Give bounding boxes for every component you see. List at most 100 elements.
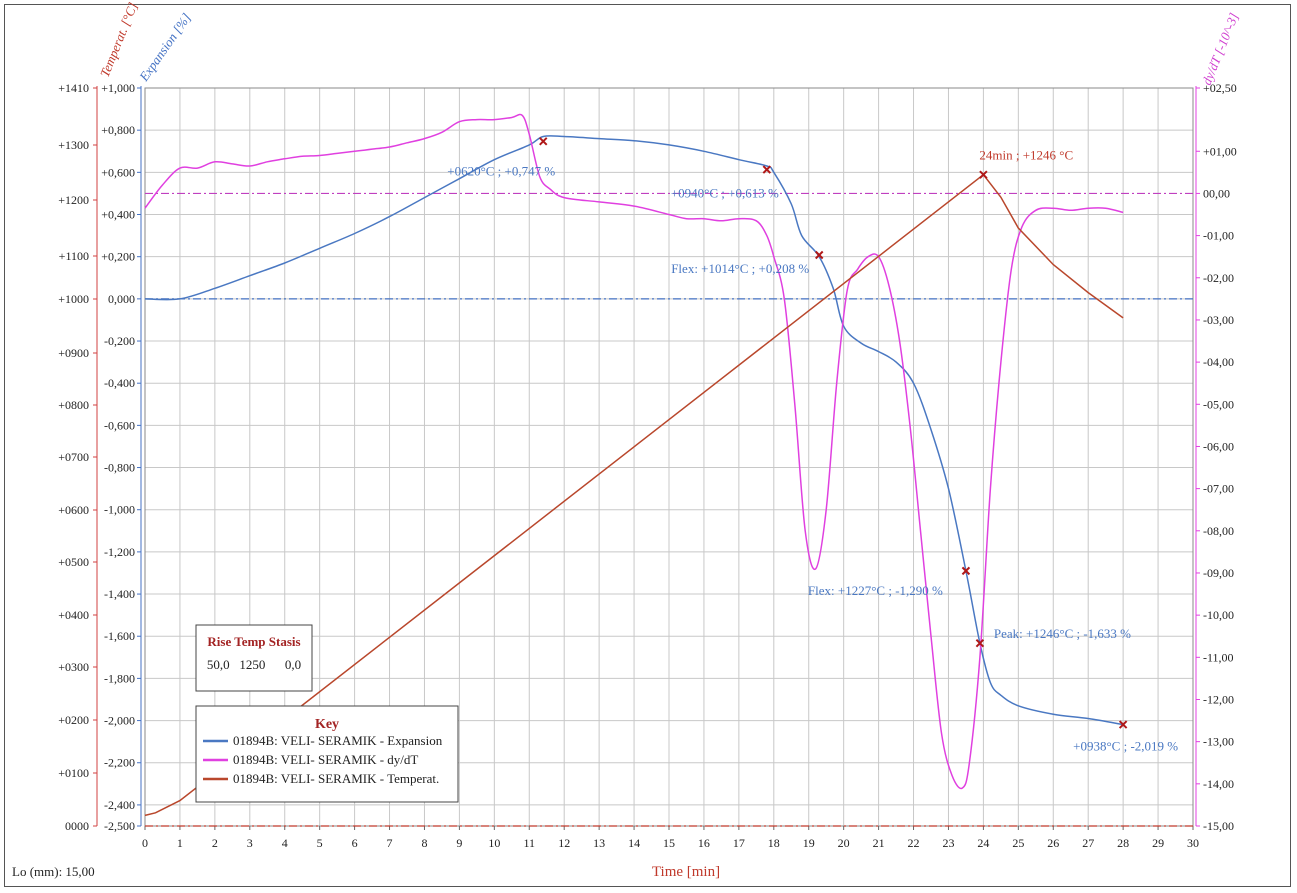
expansion-axis-label: Expansion [%] <box>136 10 194 84</box>
marker-point <box>815 250 824 260</box>
marker-cross <box>815 250 824 260</box>
x-tick-label: 11 <box>523 836 535 850</box>
x-tick-label: 9 <box>456 836 462 850</box>
marker-cross <box>762 165 772 174</box>
x-tick-label: 23 <box>942 836 954 850</box>
x-tick-label: 24 <box>977 836 989 850</box>
temperature-tick-label: +1100 <box>59 249 89 263</box>
marker-point <box>1118 720 1128 729</box>
expansion-tick-label: -2,400 <box>104 798 135 812</box>
dydt-tick-label: -04,00 <box>1203 355 1234 369</box>
program-box-values: 50,0 1250 0,0 <box>207 657 301 672</box>
dydt-tick-label: -13,00 <box>1203 735 1234 749</box>
temperature-tick-label: +1000 <box>58 292 89 306</box>
x-tick-label: 25 <box>1012 836 1024 850</box>
reference-lines <box>145 192 1193 827</box>
expansion-tick-label: -1,400 <box>104 587 135 601</box>
dydt-tick-label: -03,00 <box>1203 313 1234 327</box>
dydt-axis-label: dy/dT [-10^-3] <box>1199 11 1242 87</box>
marker-point <box>979 170 988 179</box>
x-tick-label: 12 <box>558 836 570 850</box>
legend: Key 01894B: VELI- SERAMIK - Expansion 018… <box>195 705 459 803</box>
x-tick-label: 8 <box>421 836 427 850</box>
x-tick-label: 14 <box>628 836 640 850</box>
expansion-tick-label: -2,000 <box>104 714 135 728</box>
legend-entry-label: 01894B: VELI- SERAMIK - Expansion <box>233 733 443 748</box>
dydt-tick-label: -06,00 <box>1203 439 1234 453</box>
expansion-tick-label: +0,400 <box>101 208 135 222</box>
marker-label: Flex: +1014°C ; +0,208 % <box>671 261 809 276</box>
dydt-line <box>144 113 1124 790</box>
legend-entry-label: 01894B: VELI- SERAMIK - Temperat. <box>233 771 439 786</box>
marker-cross <box>539 137 548 146</box>
x-tick-label: 26 <box>1047 836 1059 850</box>
temperature-tick-label: +0800 <box>58 398 89 412</box>
dydt-tick-label: +01,00 <box>1203 144 1237 158</box>
x-tick-label: 13 <box>593 836 605 850</box>
temperature-axis-label: Temperat. [°C] <box>97 0 141 79</box>
dydt-tick-label: -09,00 <box>1203 566 1234 580</box>
x-tick-label: 3 <box>247 836 253 850</box>
x-tick-label: 10 <box>488 836 500 850</box>
x-tick-label: 15 <box>663 836 675 850</box>
dydt-tick-label: -11,00 <box>1203 650 1234 664</box>
temperature-tick-label: +0300 <box>58 660 89 674</box>
x-tick-label: 1 <box>177 836 183 850</box>
temperature-tick-label: +0100 <box>58 766 89 780</box>
marker-label: +0938°C ; -2,019 % <box>1073 739 1178 754</box>
marker-point <box>539 137 548 146</box>
program-box: Rise Temp Stasis 50,0 1250 0,0 <box>195 624 313 692</box>
dydt-tick-label: +02,50 <box>1203 81 1237 95</box>
expansion-tick-label: +1,000 <box>101 81 135 95</box>
x-tick-label: 17 <box>733 836 745 850</box>
marker-cross <box>961 566 971 576</box>
temperature-tick-label: +0700 <box>58 450 89 464</box>
dydt-tick-label: -10,00 <box>1203 608 1234 622</box>
marker-label: +0620°C ; +0,747 % <box>447 163 555 178</box>
marker-point <box>961 566 971 576</box>
dydt-tick-label: -01,00 <box>1203 229 1234 243</box>
marker-label: Peak: +1246°C ; -1,633 % <box>994 626 1131 641</box>
dydt-tick-label: -15,00 <box>1203 819 1234 833</box>
expansion-tick-label: +0,600 <box>101 165 135 179</box>
marker-point <box>975 638 985 648</box>
x-tick-label: 30 <box>1187 836 1199 850</box>
dydt-tick-label: -07,00 <box>1203 482 1234 496</box>
temperature-tick-label: +1200 <box>58 193 89 207</box>
temperature-tick-label: +0900 <box>58 346 89 360</box>
expansion-tick-label: -0,800 <box>104 461 135 475</box>
x-tick-label: 28 <box>1117 836 1129 850</box>
dydt-tick-label: -02,00 <box>1203 271 1234 285</box>
footer-lo-label: Lo (mm): 15,00 <box>12 864 95 879</box>
dydt-tick-label: -05,00 <box>1203 397 1234 411</box>
expansion-tick-label: +0,800 <box>101 123 135 137</box>
temperature-tick-label: +0400 <box>58 608 89 622</box>
markers: +0620°C ; +0,747 % +0940°C ; +0,613 % Flex… <box>447 137 1178 754</box>
x-tick-label: 5 <box>317 836 323 850</box>
dydt-tick-label: -08,00 <box>1203 524 1234 538</box>
temperature-tick-label: 0000 <box>65 819 89 833</box>
x-tick-label: 19 <box>803 836 815 850</box>
expansion-tick-label: -2,500 <box>104 819 135 833</box>
x-tick-label: 7 <box>387 836 393 850</box>
marker-label: +0940°C ; +0,613 % <box>671 186 779 201</box>
temperature-tick-label: +0500 <box>58 555 89 569</box>
x-tick-label: 0 <box>142 836 148 850</box>
legend-entry-label: 01894B: VELI- SERAMIK - dy/dT <box>233 752 418 767</box>
tick-labels: +1410 +1300 +1200 +1100 +1000 +0900 +0800 +0700… <box>58 81 1237 850</box>
x-tick-label: 22 <box>908 836 920 850</box>
x-tick-label: 21 <box>873 836 885 850</box>
expansion-tick-label: -2,200 <box>104 756 135 770</box>
x-tick-label: 16 <box>698 836 710 850</box>
temperature-tick-label: +1410 <box>58 81 89 95</box>
x-tick-label: 20 <box>838 836 850 850</box>
temperature-tick-label: +1300 <box>58 138 89 152</box>
series-lines <box>144 113 1124 817</box>
expansion-line <box>144 135 1124 726</box>
x-axis-label: Time [min] <box>652 864 720 880</box>
x-tick-label: 27 <box>1082 836 1094 850</box>
marker-label: 24min ; +1246 °C <box>979 148 1073 163</box>
x-tick-label: 4 <box>282 836 288 850</box>
marker-cross <box>975 638 985 648</box>
